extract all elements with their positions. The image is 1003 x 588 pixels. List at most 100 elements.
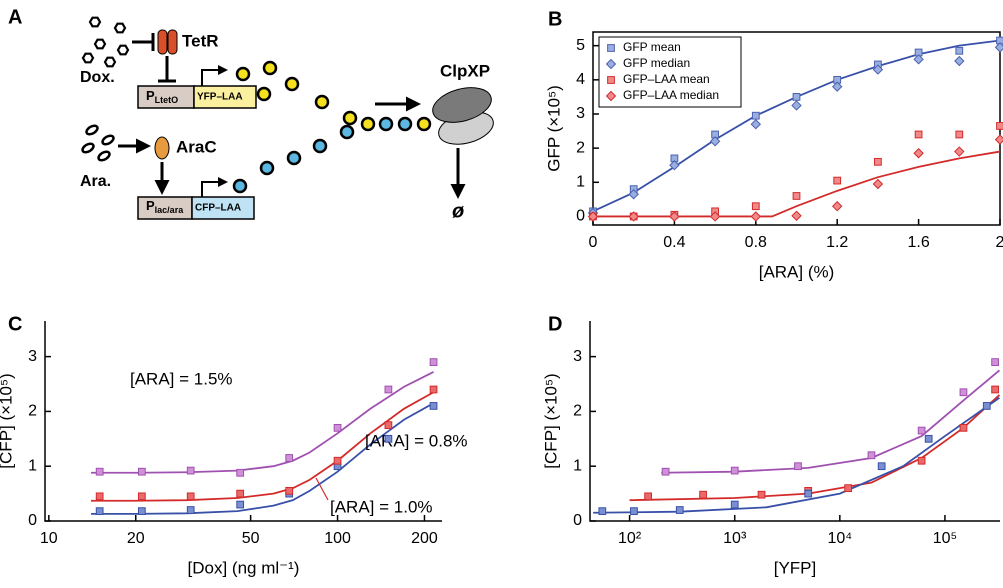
panel: D 10² 10³ 10⁴ 10⁵ 0 1 2 3 [YFP] [CFP] (×10⁵) bbox=[541, 313, 1001, 577]
tetr-protein bbox=[167, 29, 178, 55]
data-point bbox=[137, 492, 146, 501]
panel-letter: C bbox=[8, 313, 22, 335]
label: PLtetO bbox=[146, 88, 178, 105]
x-axis-label: [Dox] (ng ml⁻¹) bbox=[188, 558, 300, 577]
data-point bbox=[675, 506, 684, 514]
legend-marker bbox=[605, 90, 617, 102]
x-tick-label: 10² bbox=[618, 530, 642, 547]
data-point bbox=[598, 507, 607, 516]
panel-a: A TetR Dox. PLtetO YFP–LAA ClpXP bbox=[8, 6, 494, 222]
data-point bbox=[872, 178, 884, 190]
data-point bbox=[429, 358, 438, 366]
data-point bbox=[730, 466, 739, 475]
data-point bbox=[955, 46, 964, 55]
x-axis-label: [YFP] bbox=[774, 558, 817, 577]
label: Dox. bbox=[80, 69, 115, 86]
label: AraC bbox=[176, 137, 217, 156]
data-point bbox=[95, 467, 104, 476]
label: YFP–LAA bbox=[197, 92, 243, 103]
label: TetR bbox=[182, 31, 219, 50]
data-point bbox=[791, 210, 802, 221]
y-tick-label: 5 bbox=[576, 37, 585, 54]
data-point bbox=[186, 506, 195, 514]
label: Plac/ara bbox=[146, 198, 184, 215]
ara-molecules bbox=[81, 124, 115, 162]
data-point bbox=[877, 462, 886, 471]
y-tick-label: 1 bbox=[573, 457, 582, 474]
data-point bbox=[959, 388, 968, 397]
data-point bbox=[236, 500, 245, 509]
legend-label: GFP mean bbox=[623, 40, 681, 54]
data-point bbox=[669, 211, 680, 222]
data-point bbox=[794, 462, 802, 471]
label: ø bbox=[452, 200, 464, 222]
data-point bbox=[874, 157, 882, 166]
data-point bbox=[917, 456, 926, 465]
legend-label: GFP–LAA mean bbox=[623, 72, 710, 86]
panel-letter: D bbox=[548, 313, 562, 335]
data-point bbox=[628, 211, 639, 222]
data-point bbox=[924, 434, 933, 443]
data-point bbox=[186, 492, 195, 501]
arrow bbox=[201, 65, 228, 86]
data-point bbox=[991, 358, 999, 366]
data-point bbox=[709, 136, 721, 147]
panel: C 10 20 50 100 200 0 1 2 3 [Dox] (ng ml⁻¹) [CFP] (×… bbox=[0, 313, 468, 577]
data-point bbox=[384, 385, 393, 394]
data-point bbox=[914, 130, 923, 139]
data-point bbox=[628, 189, 639, 200]
data-point bbox=[757, 490, 766, 499]
data-point bbox=[730, 500, 739, 509]
y-axis-label: [CFP] (×10⁵) bbox=[541, 373, 560, 468]
y-tick-label: 0 bbox=[573, 512, 582, 529]
fit-line bbox=[629, 394, 1001, 502]
panel: B 0 0.4 0.8 1.2 1.6 2 0 1 2 3 4 5 [ARA] (%) GFP (×10⁵)… bbox=[544, 8, 1003, 281]
y-tick-label: 1 bbox=[28, 457, 37, 474]
data-point bbox=[917, 426, 926, 435]
data-point bbox=[867, 451, 876, 460]
x-tick-label: 10 bbox=[40, 530, 58, 547]
data-point bbox=[959, 423, 968, 432]
data-point bbox=[333, 456, 342, 465]
y-tick-label: 2 bbox=[573, 403, 582, 420]
data-point bbox=[991, 385, 999, 394]
data-point bbox=[429, 402, 438, 410]
x-tick-label: 100 bbox=[324, 530, 351, 547]
label: CFP–LAA bbox=[195, 203, 241, 214]
data-point bbox=[95, 492, 104, 501]
x-tick-label: 0.4 bbox=[663, 234, 685, 251]
data-point bbox=[429, 385, 438, 394]
data-point bbox=[95, 507, 104, 516]
data-point bbox=[384, 421, 393, 429]
data-point bbox=[669, 160, 680, 171]
data-point bbox=[751, 111, 760, 120]
data-point bbox=[954, 55, 965, 67]
data-point bbox=[913, 54, 924, 65]
data-point bbox=[831, 81, 843, 92]
data-point bbox=[333, 423, 342, 432]
data-point bbox=[750, 211, 762, 222]
x-tick-label: 50 bbox=[242, 530, 260, 547]
data-point bbox=[699, 490, 707, 499]
series-label: [ARA] = 0.8% bbox=[365, 431, 468, 450]
gene bbox=[191, 196, 255, 220]
y-tick-label: 2 bbox=[28, 403, 37, 420]
data-point bbox=[994, 134, 1003, 145]
data-point bbox=[996, 122, 1003, 130]
arac-protein bbox=[154, 136, 170, 160]
y-tick-label: 2 bbox=[576, 139, 585, 156]
data-point bbox=[137, 467, 146, 476]
data-point bbox=[955, 130, 964, 139]
x-tick-label: 10⁴ bbox=[827, 530, 852, 547]
data-point bbox=[186, 466, 195, 475]
data-point bbox=[384, 434, 393, 443]
y-tick-label: 3 bbox=[28, 348, 37, 365]
panel-letter: B bbox=[548, 8, 562, 30]
x-tick-label: 2 bbox=[996, 234, 1003, 251]
y-tick-label: 4 bbox=[576, 71, 585, 88]
data-point bbox=[630, 507, 638, 516]
fit-line bbox=[593, 396, 1000, 514]
clpxp bbox=[432, 87, 492, 123]
data-point bbox=[954, 146, 965, 157]
